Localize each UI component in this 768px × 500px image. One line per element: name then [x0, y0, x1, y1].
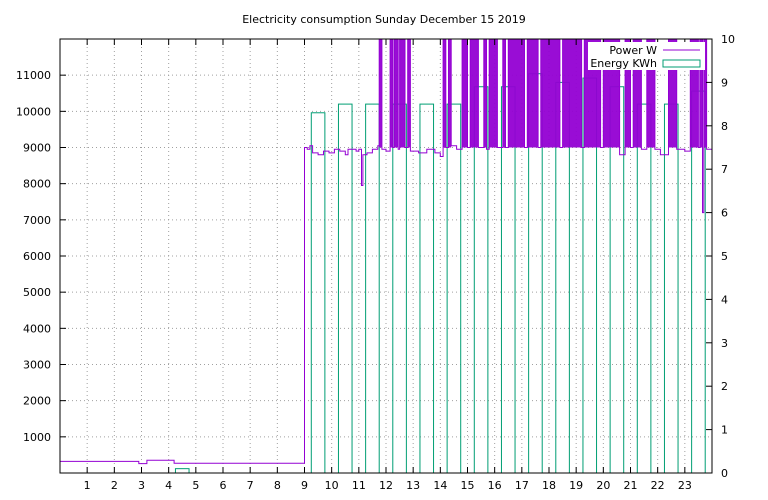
legend-label-power: Power W — [609, 44, 657, 57]
x-tick-label: 8 — [274, 479, 281, 492]
x-tick-label: 16 — [488, 479, 502, 492]
power-saturated-block — [699, 39, 703, 148]
y-tick-label: 2000 — [23, 395, 51, 408]
x-tick-label: 11 — [352, 479, 366, 492]
y-tick-label: 10000 — [16, 105, 51, 118]
power-saturated-block — [448, 39, 452, 148]
x-tick-label: 21 — [624, 479, 638, 492]
y2-tick-label: 7 — [721, 163, 728, 176]
x-tick-label: 3 — [138, 479, 145, 492]
x-tick-label: 5 — [192, 479, 199, 492]
x-tick-label: 22 — [651, 479, 665, 492]
x-tick-label: 18 — [542, 479, 556, 492]
chart-title: Electricity consumption Sunday December … — [242, 13, 526, 26]
energy-bar — [691, 90, 706, 474]
x-tick-label: 14 — [433, 479, 447, 492]
y2-tick-label: 2 — [721, 380, 728, 393]
power-saturated-block — [527, 39, 539, 148]
x-tick-label: 12 — [379, 479, 393, 492]
y-tick-label: 4000 — [23, 322, 51, 335]
x-tick-label: 19 — [569, 479, 583, 492]
power-saturated-block — [703, 39, 707, 148]
power-saturated-block — [443, 39, 446, 148]
x-tick-label: 10 — [325, 479, 339, 492]
energy-bar — [419, 103, 435, 474]
x-tick-label: 13 — [406, 479, 420, 492]
power-saturated-block — [668, 39, 677, 148]
legend: Power W Energy KWh — [588, 42, 705, 70]
energy-bar — [365, 103, 380, 474]
energy-bar — [392, 103, 407, 474]
power-saturated-block — [390, 39, 393, 148]
y-tick-label: 1000 — [23, 431, 51, 444]
legend-swatch-energy — [662, 59, 701, 68]
y-tick-label: 9000 — [23, 142, 51, 155]
y2-tick-label: 3 — [721, 337, 728, 350]
power-saturated-block — [540, 39, 560, 148]
x-tick-label: 1 — [84, 479, 91, 492]
y2-tick-label: 1 — [721, 424, 728, 437]
power-saturated-block — [562, 39, 582, 148]
y2-tick-label: 5 — [721, 250, 728, 263]
x-tick-label: 6 — [220, 479, 227, 492]
power-saturated-block — [407, 39, 411, 148]
y2-tick-label: 8 — [721, 120, 728, 133]
y-tick-label: 8000 — [23, 178, 51, 191]
legend-label-energy: Energy KWh — [590, 57, 657, 70]
x-tick-label: 4 — [165, 479, 172, 492]
y2-tick-label: 10 — [721, 33, 735, 46]
power-saturated-block — [462, 39, 468, 148]
x-tick-label: 9 — [301, 479, 308, 492]
energy-bar — [174, 468, 190, 474]
energy-bar — [337, 103, 353, 474]
y2-tick-label: 9 — [721, 76, 728, 89]
x-tick-label: 2 — [111, 479, 118, 492]
power-saturated-block — [633, 39, 642, 148]
power-saturated-block — [625, 39, 631, 148]
power-saturated-block — [394, 39, 399, 148]
power-saturated-block — [489, 39, 498, 148]
x-tick-label: 7 — [247, 479, 254, 492]
x-tick-label: 23 — [678, 479, 692, 492]
y-tick-label: 7000 — [23, 214, 51, 227]
y-tick-label: 5000 — [23, 286, 51, 299]
power-saturated-block — [502, 39, 506, 148]
energy-bar — [310, 112, 326, 474]
x-tick-label: 20 — [596, 479, 610, 492]
energy-bar — [446, 103, 462, 474]
x-tick-label: 17 — [515, 479, 529, 492]
power-saturated-block — [646, 39, 655, 148]
power-saturated-block — [508, 39, 525, 148]
power-saturated-block — [399, 39, 406, 148]
power-saturated-block — [483, 39, 487, 148]
y-tick-label: 3000 — [23, 359, 51, 372]
energy-bar — [636, 103, 652, 474]
y2-tick-label: 4 — [721, 293, 728, 306]
axis-ticks: 1 2 3 4 5 6 7 8 9 10 11 12 13 14 15 16 17 18 19 20 21 22 23100… — [16, 33, 735, 492]
energy-bar — [663, 103, 679, 474]
x-tick-label: 15 — [461, 479, 475, 492]
y2-tick-label: 6 — [721, 207, 728, 220]
power-saturated-block — [690, 39, 699, 148]
y2-tick-label: 0 — [721, 467, 728, 480]
power-saturated-block — [379, 39, 382, 148]
y-tick-label: 6000 — [23, 250, 51, 263]
y-tick-label: 11000 — [16, 69, 51, 82]
power-saturated-block — [470, 39, 479, 148]
legend-background — [588, 42, 705, 70]
